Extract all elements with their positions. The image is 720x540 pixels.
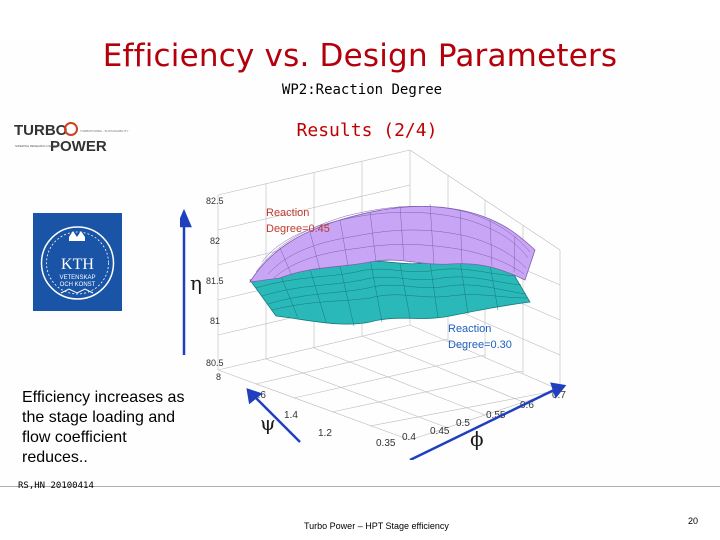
efficiency-surface-plot: Reaction Degree=0.45 Reaction Degree=0.3… — [180, 149, 567, 460]
surface-reaction-degree-045 — [249, 203, 536, 283]
phi-arrow — [409, 388, 555, 460]
turbopower-logo-word-top: TURBO — [14, 122, 68, 139]
section-title: Results (2/4) — [296, 120, 438, 141]
phi-tick: 0.35 — [376, 438, 396, 449]
page-number: 20 — [688, 516, 699, 526]
z-tick-labels: 82.5 82 81.5 81 80.5 8 — [206, 196, 224, 382]
phi-tick: 0.5 — [456, 418, 470, 429]
label-lower-line2: Degree=0.30 — [448, 339, 512, 351]
label-upper-line2: Degree=0.45 — [266, 223, 330, 235]
phi-tick-labels: 0.7 0.6 0.55 0.5 0.45 0.4 0.35 — [376, 390, 566, 449]
phi-tick: 0.4 — [402, 432, 416, 443]
turbopower-logo-tagline: SWEDISH RESEARCH CENTER — [15, 144, 61, 148]
phi-tick: 0.7 — [552, 390, 566, 401]
z-tick: 80.5 — [206, 358, 224, 368]
kth-logo-name: KTH — [61, 256, 94, 273]
axis-arrows — [180, 208, 567, 460]
psi-symbol: ψ — [260, 411, 276, 435]
psi-tick: 1.4 — [284, 410, 298, 421]
z-tick: 82 — [210, 236, 220, 246]
turbopower-logo-side-text: TURBOPOWER - SUSTAINABILITY — [80, 129, 128, 133]
phi-tick: 0.6 — [520, 400, 534, 411]
phi-arrowhead — [550, 382, 567, 399]
footer-title: Turbo Power – HPT Stage efficiency — [304, 521, 449, 531]
phi-tick: 0.45 — [430, 426, 450, 437]
label-upper-line1: Reaction — [266, 207, 309, 219]
z-tick: 81.5 — [206, 276, 224, 286]
surface-reaction-degree-030 — [249, 258, 531, 327]
z-tick: 8 — [216, 372, 221, 382]
turbopower-logo: TURBO POWER SWEDISH RESEARCH CENTER TURB… — [14, 122, 128, 154]
turbopower-logo-word-bottom: POWER — [50, 138, 107, 154]
phi-tick: 0.55 — [486, 410, 506, 421]
kth-logo-line1: VETENSKAP — [59, 275, 95, 281]
label-lower-line1: Reaction — [448, 323, 491, 335]
psi-arrow — [255, 397, 301, 443]
psi-tick: 1.2 — [318, 428, 332, 439]
turbopower-logo-ring — [64, 122, 78, 136]
eta-arrowhead — [180, 208, 192, 228]
slide-title: Efficiency vs. Design Parameters — [102, 38, 618, 74]
kth-logo-line2: OCH KONST — [60, 282, 96, 288]
kth-logo: KTH VETENSKAP OCH KONST — [33, 213, 122, 311]
caption-text: Efficiency increases as the stage loadin… — [22, 389, 185, 466]
footer-divider — [0, 486, 720, 487]
eta-symbol: η — [190, 271, 202, 295]
z-tick: 81 — [210, 316, 220, 326]
phi-symbol: ϕ — [470, 427, 484, 451]
psi-arrowhead — [246, 388, 263, 405]
slide-subtitle: WP2:Reaction Degree — [281, 82, 443, 98]
footer-author-date: RS,HN 20100414 — [18, 481, 94, 491]
z-tick: 82.5 — [206, 196, 224, 206]
